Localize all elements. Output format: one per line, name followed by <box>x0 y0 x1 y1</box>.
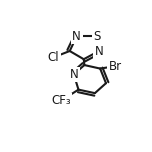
Text: N: N <box>72 30 81 43</box>
Text: CF₃: CF₃ <box>51 94 71 107</box>
Text: Br: Br <box>109 60 122 73</box>
Text: Cl: Cl <box>48 51 59 64</box>
Text: N: N <box>69 68 78 81</box>
Text: N: N <box>95 45 103 57</box>
Text: S: S <box>93 30 100 43</box>
